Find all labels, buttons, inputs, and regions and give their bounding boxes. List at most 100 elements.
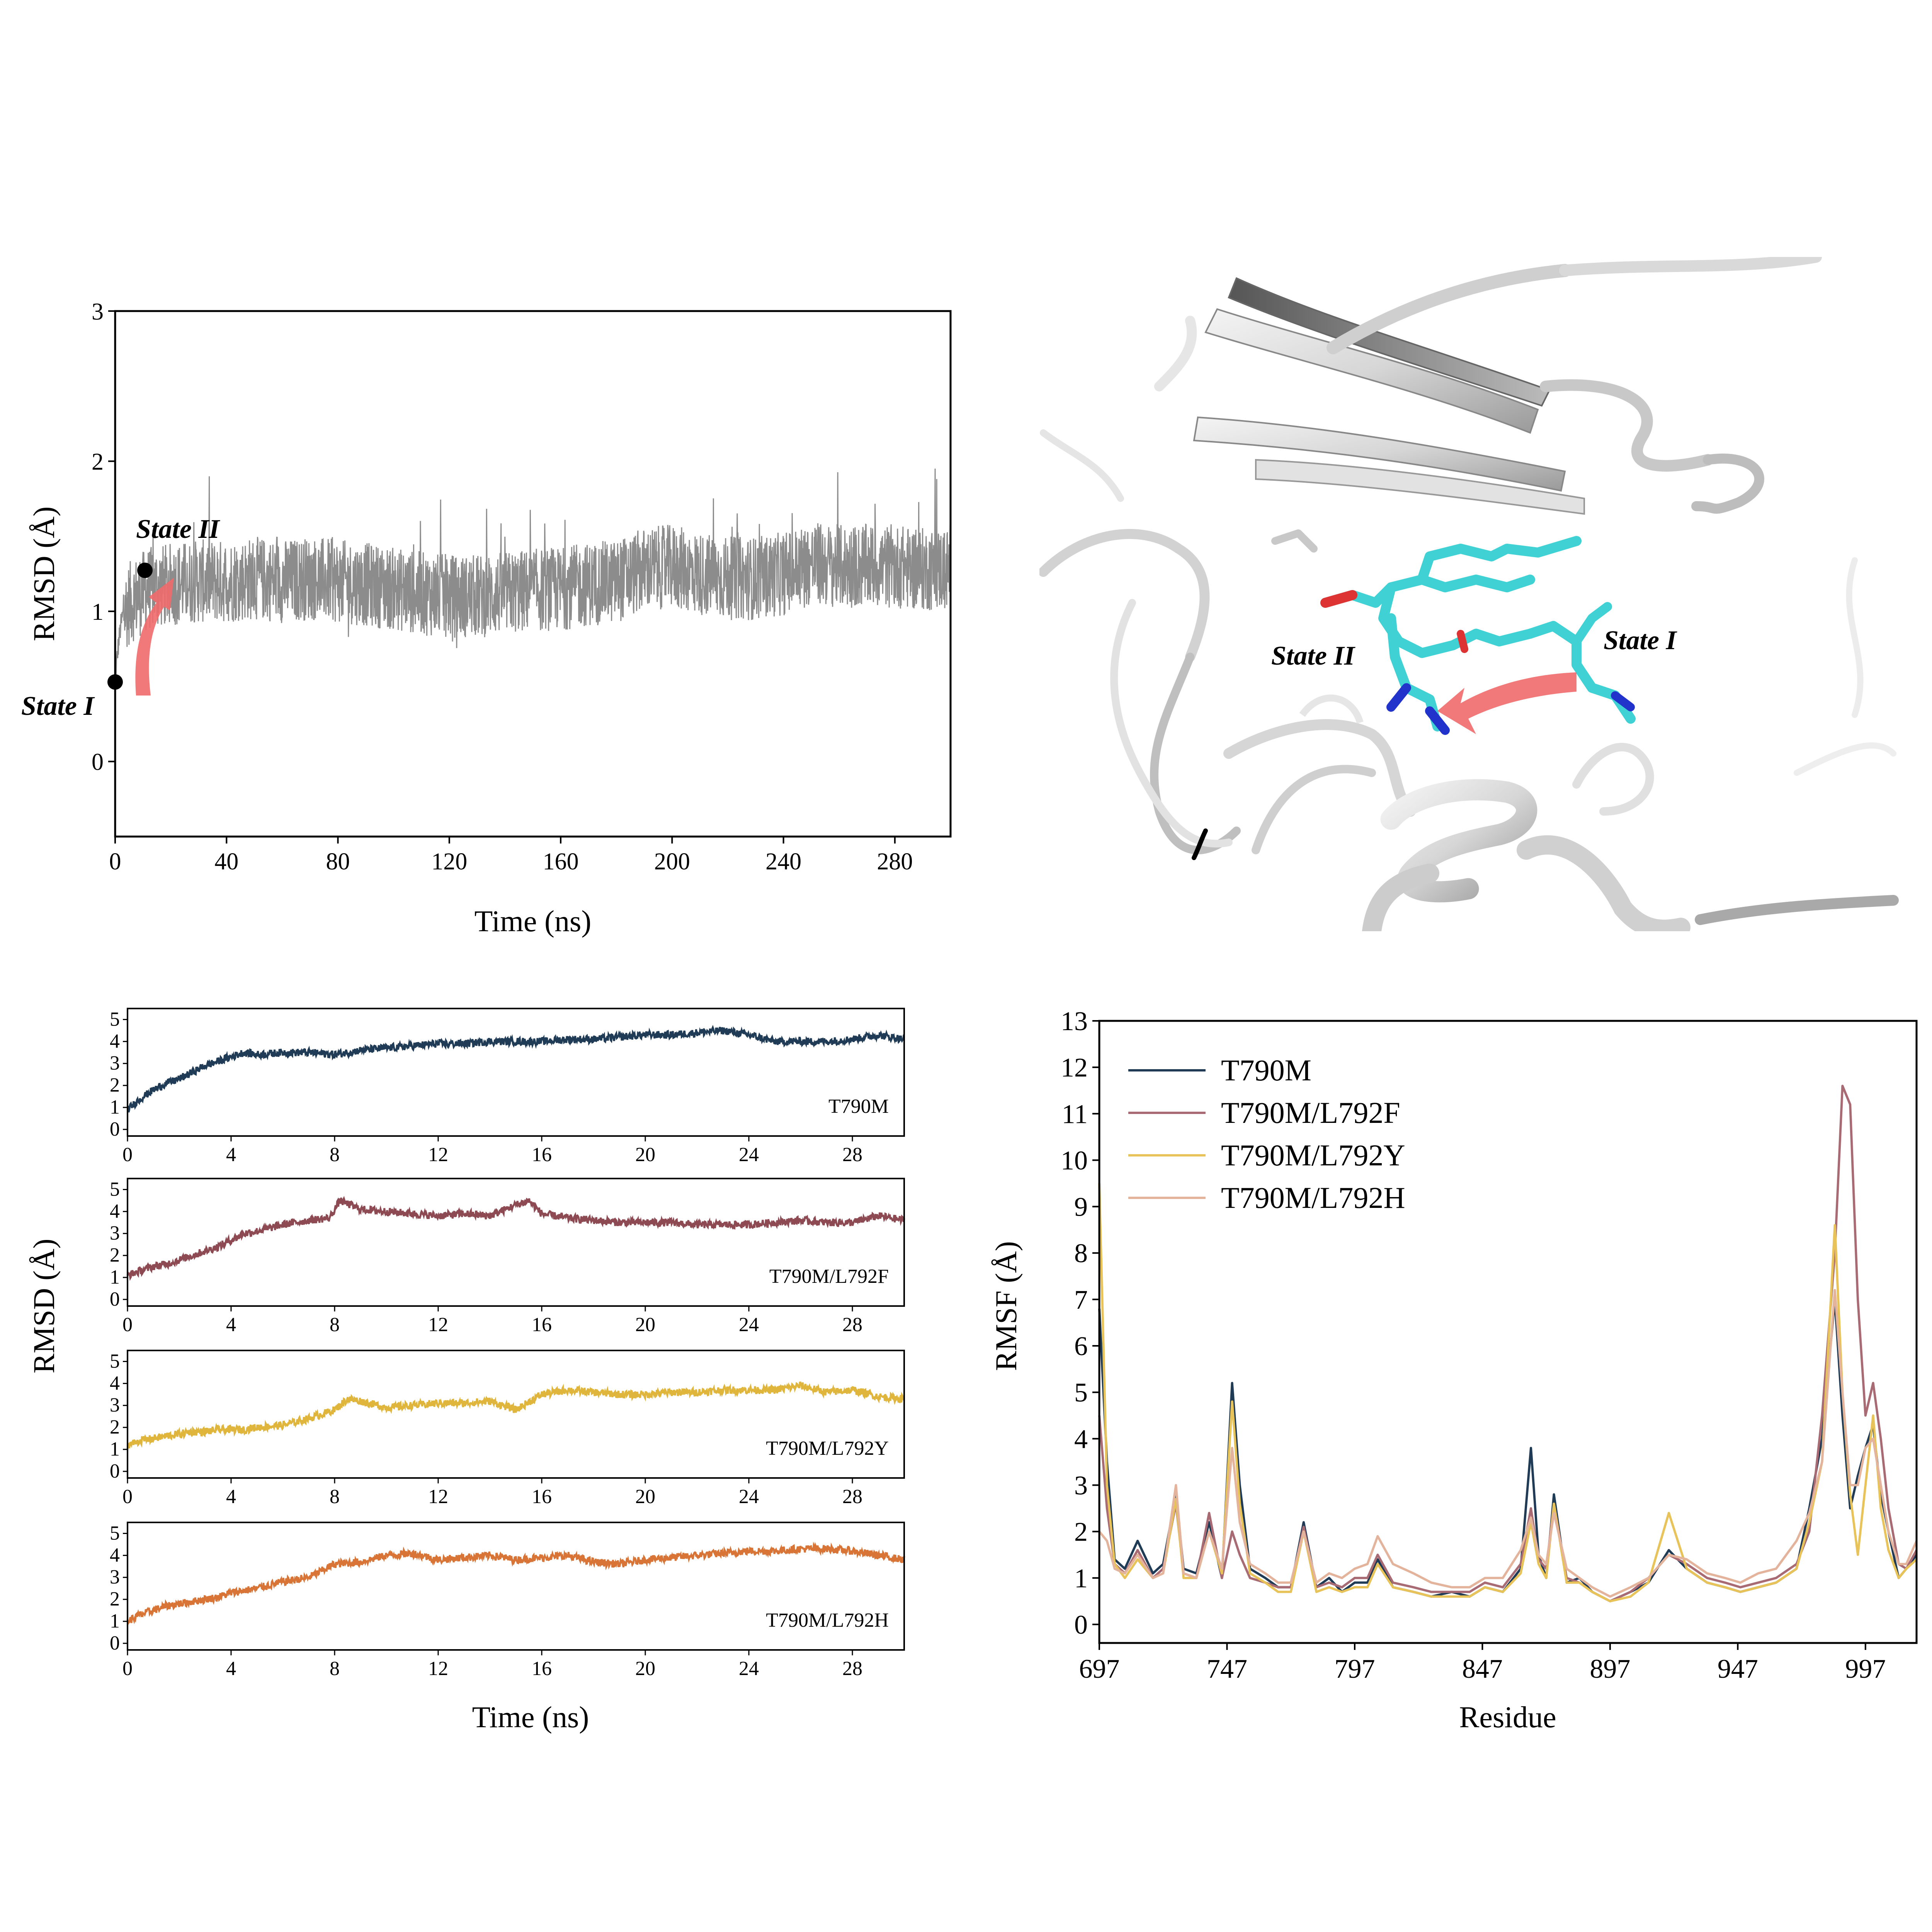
x-tick-label: 20 <box>635 1144 655 1166</box>
state-ii-label: State II <box>136 514 221 544</box>
x-tick-label: 16 <box>532 1486 552 1508</box>
x-tick-label: 160 <box>543 849 579 875</box>
x-tick-label: 40 <box>214 849 238 875</box>
y-tick-label: 5 <box>110 1350 120 1372</box>
transition-arrow-icon <box>1437 672 1577 734</box>
y-tick-label: 4 <box>1074 1424 1088 1454</box>
x-tick-label: 12 <box>428 1314 448 1336</box>
x-tick-label: 16 <box>532 1144 552 1166</box>
y-tick-label: 3 <box>1074 1471 1088 1500</box>
panel-a-rmsd-plot: 0 40 80 120 160 200 240 280 0 1 2 3 Time (ns) RMSD… <box>21 299 952 938</box>
panel-a-transition-arrow-icon <box>135 578 174 696</box>
panel-c-rmsd-line <box>126 1196 905 1281</box>
y-tick-label: 12 <box>1061 1053 1088 1083</box>
y-tick-label: 10 <box>1061 1146 1088 1175</box>
x-tick-label: 797 <box>1334 1654 1375 1684</box>
y-tick-label: 5 <box>1074 1378 1088 1408</box>
panel-a-series-group <box>114 468 951 677</box>
y-tick-label: 4 <box>110 1544 120 1566</box>
x-tick-label: 16 <box>532 1314 552 1336</box>
panel-c-x-axis-label: Time (ns) <box>472 1700 589 1734</box>
panel-d-y-axis-label: RMSF (Å) <box>989 1241 1023 1371</box>
panel-c-series-label: T790M/L792H <box>766 1609 889 1631</box>
panel-d-plot-frame <box>1098 1020 1918 1644</box>
y-tick-label: 2 <box>1074 1517 1088 1547</box>
x-tick-label: 280 <box>877 849 913 875</box>
x-tick-label: 8 <box>330 1486 340 1508</box>
panel-c-subplot-frame <box>127 1350 905 1479</box>
x-tick-label: 24 <box>739 1658 759 1680</box>
x-tick-label: 12 <box>428 1144 448 1166</box>
panel-a-plot-frame <box>114 310 952 838</box>
x-tick-label: 12 <box>428 1658 448 1680</box>
state-i-label: State I <box>21 691 95 721</box>
x-tick-label: 8 <box>330 1658 340 1680</box>
x-tick-label: 28 <box>842 1144 862 1166</box>
legend-entry: T790M/L792F <box>1221 1096 1400 1129</box>
x-tick-label: 847 <box>1462 1654 1503 1684</box>
y-tick-label: 5 <box>110 1008 120 1030</box>
y-tick-label: 1 <box>110 1266 120 1288</box>
y-tick-label: 5 <box>110 1178 120 1200</box>
y-tick-label: 2 <box>110 1416 120 1438</box>
y-tick-label: 0 <box>110 1632 120 1654</box>
y-tick-label: 0 <box>1074 1610 1088 1640</box>
y-tick-label: 1 <box>1074 1564 1088 1594</box>
y-tick-label: 3 <box>110 1394 120 1416</box>
x-tick-label: 28 <box>842 1314 862 1336</box>
x-tick-label: 240 <box>765 849 801 875</box>
y-tick-label: 2 <box>92 449 104 475</box>
x-tick-label: 0 <box>122 1658 133 1680</box>
y-tick-label: 1 <box>110 1438 120 1460</box>
panel-a-rmsd-line <box>114 468 951 677</box>
panel-c-series-label: T790M/L792Y <box>766 1437 889 1459</box>
panel-a-x-ticks: 0 40 80 120 160 200 240 280 <box>109 837 913 875</box>
y-tick-label: 3 <box>110 1052 120 1074</box>
y-tick-label: 4 <box>110 1200 120 1222</box>
y-tick-label: 2 <box>110 1588 120 1610</box>
x-tick-label: 24 <box>739 1144 759 1166</box>
x-tick-label: 200 <box>654 849 690 875</box>
legend-entry: T790M/L792Y <box>1221 1138 1405 1172</box>
x-tick-label: 20 <box>635 1486 655 1508</box>
x-tick-label: 0 <box>109 849 121 875</box>
state-ii-marker <box>137 563 153 578</box>
y-tick-label: 7 <box>1074 1285 1088 1315</box>
protein-ribbon-icon <box>1039 257 1899 931</box>
panel-d-rmsf-line <box>1098 1183 1918 1602</box>
y-tick-label: 2 <box>110 1244 120 1266</box>
legend-entry: T790M <box>1221 1053 1311 1087</box>
y-tick-label: 13 <box>1061 1007 1088 1036</box>
state-i-marker <box>107 674 123 690</box>
x-tick-label: 0 <box>122 1314 133 1336</box>
y-tick-label: 3 <box>92 299 104 325</box>
y-tick-label: 0 <box>110 1460 120 1482</box>
x-tick-label: 16 <box>532 1658 552 1680</box>
y-tick-label: 8 <box>1074 1239 1088 1269</box>
y-tick-label: 3 <box>110 1566 120 1588</box>
x-tick-label: 12 <box>428 1486 448 1508</box>
x-tick-label: 947 <box>1718 1654 1758 1684</box>
x-tick-label: 28 <box>842 1486 862 1508</box>
panel-c-rmsd-line <box>126 1541 905 1626</box>
x-tick-label: 4 <box>226 1144 236 1166</box>
panel-d-series-group <box>1098 1085 1918 1602</box>
x-tick-label: 24 <box>739 1314 759 1336</box>
panel-b-structure-render: State II State I <box>1039 257 1899 931</box>
y-tick-label: 9 <box>1074 1192 1088 1222</box>
panel-d-rmsf-line <box>1098 1289 1918 1598</box>
panel-d-legend: T790M T790M/L792F T790M/L792Y T790M/L792H <box>1128 1053 1405 1214</box>
panel-b-state-ii-label: State II <box>1271 641 1356 671</box>
x-tick-label: 4 <box>226 1314 236 1336</box>
y-tick-label: 0 <box>110 1288 120 1310</box>
y-tick-label: 0 <box>92 749 104 776</box>
panel-b-state-i-label: State I <box>1604 626 1677 655</box>
panel-a-annotations: State I State II <box>21 514 221 721</box>
panel-a-y-axis-label: RMSD (Å) <box>27 507 61 641</box>
y-tick-label: 4 <box>110 1030 120 1052</box>
panel-c-series-label: T790M/L792F <box>769 1265 889 1287</box>
x-tick-label: 120 <box>431 849 467 875</box>
